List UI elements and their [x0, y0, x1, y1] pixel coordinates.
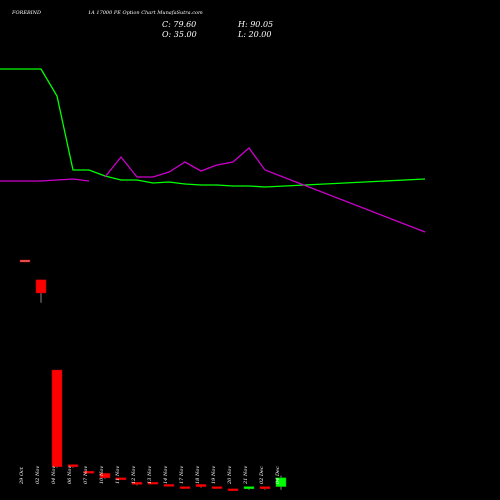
- price-line-1: [104, 147, 426, 233]
- x-tick-label: 10 Nov: [99, 466, 105, 484]
- high-value: H: 90.05: [238, 20, 274, 29]
- price-lines: [0, 68, 426, 233]
- candle-body: [35, 279, 47, 294]
- x-tick-label: 04 Dec: [275, 466, 281, 484]
- x-axis-labels: 29 Oct 02 Nov 04 Nov 06 Nov 07 Nov 10 Nov 11 N…: [19, 466, 281, 485]
- x-tick-label: 04 Nov: [51, 466, 57, 484]
- candle-body: [99, 473, 111, 479]
- close-value: C: 79.60: [162, 20, 197, 29]
- x-tick-label: 12 Nov: [131, 466, 137, 484]
- x-tick-label: 11 Nov: [115, 466, 121, 484]
- candle-body: [243, 486, 255, 490]
- x-tick-label: 13 Nov: [147, 466, 153, 484]
- candle-body: [51, 369, 63, 468]
- low-value: L: 20.00: [238, 30, 272, 39]
- x-tick-label: 20 Nov: [227, 466, 233, 485]
- candles: [19, 259, 287, 492]
- price-line-0: [0, 68, 426, 188]
- candle-body: [131, 481, 143, 485]
- x-tick-label: 14 Nov: [163, 466, 169, 484]
- candle-body: [179, 486, 191, 489]
- x-tick-label: 02 Dec: [259, 466, 265, 484]
- x-tick-label: 19 Nov: [211, 466, 217, 484]
- candle-body: [227, 488, 239, 492]
- x-tick-label: 29 Oct: [19, 466, 25, 485]
- candle-body: [83, 470, 95, 474]
- candle-body: [67, 464, 79, 468]
- x-tick-label: 06 Nov: [67, 466, 73, 484]
- candle-body: [211, 486, 223, 489]
- x-tick-label: 21 Nov: [243, 466, 249, 485]
- chart-description: 1A 17000 PE Option Chart MunafaSutra.com: [88, 10, 203, 16]
- open-value: O: 35.00: [162, 30, 197, 39]
- candle-body: [259, 486, 271, 490]
- candle-body: [147, 481, 159, 485]
- candle-body: [19, 259, 31, 263]
- candle-body: [195, 484, 207, 487]
- chart-description-text: 1A 17000 PE Option Chart Munafa: [88, 10, 177, 16]
- candle-body: [275, 477, 287, 487]
- x-tick-label: 02 Nov: [35, 466, 41, 484]
- candle-body: [163, 484, 175, 487]
- x-tick-label: 07 Nov: [83, 466, 89, 484]
- chart-symbol: FOREBIND: [12, 10, 42, 16]
- chart-watermark: Sutra.com: [176, 10, 203, 16]
- x-tick-label: 17 Nov: [179, 466, 185, 484]
- price-line-2: [0, 178, 90, 182]
- x-tick-label: 18 Nov: [195, 466, 201, 484]
- candle-body: [115, 477, 127, 481]
